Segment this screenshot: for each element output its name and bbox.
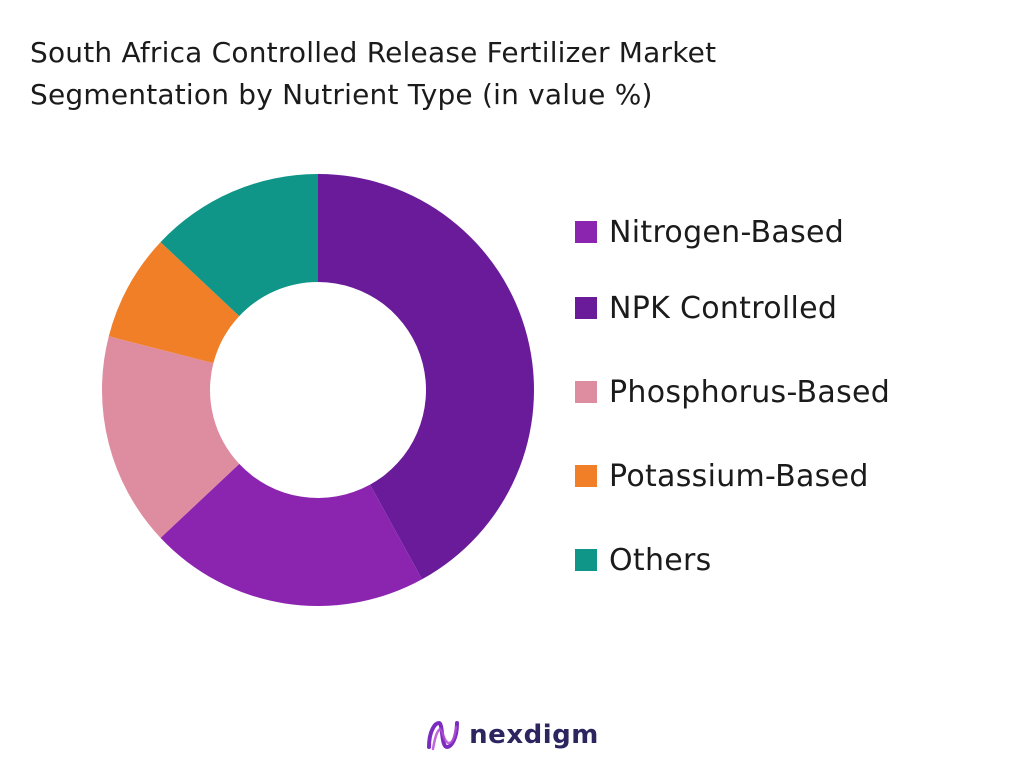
brand-name: nexdigm (469, 720, 599, 750)
legend-swatch (575, 221, 597, 243)
legend-item-npk-controlled: NPK Controlled (575, 288, 837, 328)
legend-item-phosphorus-based: Phosphorus-Based (575, 372, 890, 412)
legend-swatch (575, 297, 597, 319)
legend-swatch (575, 549, 597, 571)
chart-title: South Africa Controlled Release Fertiliz… (30, 32, 930, 116)
legend-label: NPK Controlled (609, 290, 838, 326)
slice-phosphorus-based (102, 336, 240, 538)
legend-swatch (575, 381, 597, 403)
legend-label: Phosphorus-Based (609, 374, 891, 410)
slice-others (160, 174, 318, 317)
slice-potassium-based (108, 242, 240, 364)
legend-label: Others (609, 542, 712, 578)
legend-label: Potassium-Based (609, 458, 869, 494)
brand-footer: nexdigm (0, 712, 1024, 758)
legend-item-nitrogen-based: Nitrogen-Based (575, 212, 844, 252)
chart-title-line-1: South Africa Controlled Release Fertiliz… (30, 36, 717, 69)
chart-title-line-2: Segmentation by Nutrient Type (in value … (30, 78, 653, 111)
legend-item-potassium-based: Potassium-Based (575, 456, 869, 496)
slice-nitrogen-based (160, 463, 423, 606)
legend-label: Nitrogen-Based (609, 214, 845, 250)
legend-item-others: Others (575, 540, 712, 580)
nexdigm-logo-icon (427, 720, 460, 751)
legend-swatch (575, 465, 597, 487)
slice-npk-controlled (318, 174, 534, 580)
